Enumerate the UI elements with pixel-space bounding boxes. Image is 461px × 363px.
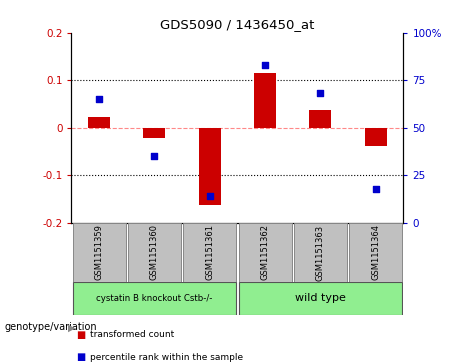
Point — [151, 153, 158, 159]
Point — [261, 62, 269, 68]
Text: genotype/variation: genotype/variation — [5, 322, 97, 332]
Text: GSM1151359: GSM1151359 — [95, 224, 104, 280]
Bar — [183, 223, 236, 282]
Text: GSM1151362: GSM1151362 — [260, 224, 270, 281]
Text: percentile rank within the sample: percentile rank within the sample — [90, 352, 243, 362]
Bar — [128, 223, 181, 282]
Bar — [254, 73, 276, 128]
Point — [206, 193, 213, 199]
Text: wild type: wild type — [295, 293, 346, 303]
Text: GSM1151363: GSM1151363 — [316, 224, 325, 281]
Bar — [238, 223, 292, 282]
Text: transformed count: transformed count — [90, 330, 174, 339]
Point — [317, 91, 324, 97]
Bar — [72, 282, 236, 315]
Bar — [294, 223, 347, 282]
Title: GDS5090 / 1436450_at: GDS5090 / 1436450_at — [160, 19, 314, 32]
Bar — [349, 223, 402, 282]
Bar — [88, 117, 110, 128]
Text: cystatin B knockout Cstb-/-: cystatin B knockout Cstb-/- — [96, 294, 213, 303]
Text: GSM1151361: GSM1151361 — [205, 224, 214, 281]
Bar — [199, 128, 221, 205]
Bar — [72, 223, 126, 282]
Bar — [143, 128, 165, 138]
Bar — [238, 282, 402, 315]
Point — [372, 185, 379, 191]
Text: ▶: ▶ — [68, 322, 76, 332]
Bar — [309, 110, 331, 128]
Text: ■: ■ — [76, 352, 85, 362]
Text: GSM1151364: GSM1151364 — [371, 224, 380, 281]
Text: GSM1151360: GSM1151360 — [150, 224, 159, 281]
Text: ■: ■ — [76, 330, 85, 340]
Bar — [365, 128, 387, 146]
Point — [95, 96, 103, 102]
